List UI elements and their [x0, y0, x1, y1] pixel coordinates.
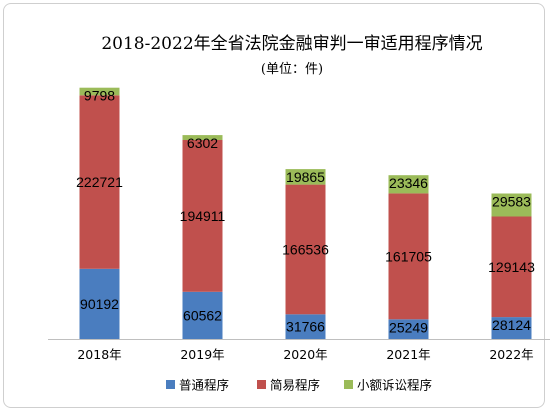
data-label: 161705: [385, 248, 432, 264]
x-tick-label: 2020年: [283, 347, 327, 362]
data-label: 31766: [286, 319, 325, 335]
data-label: 166536: [282, 241, 329, 257]
legend-swatch: [344, 380, 353, 389]
bar-segment-2022年-简易程序: [491, 216, 532, 318]
bar-segment-2020年-简易程序: [285, 184, 326, 315]
data-label: 129143: [488, 259, 535, 275]
data-label: 194911: [180, 208, 226, 224]
bar-segment-2021年-简易程序: [388, 193, 429, 320]
bar-segment-2020年-小额诉讼程序: [285, 169, 326, 185]
data-label: 23346: [389, 175, 428, 191]
chart-subtitle: (单位：件): [261, 62, 323, 77]
bars-layer: 90192 222721 9798 60562 194911 6302 31766 16653…: [76, 87, 535, 339]
data-label: 29583: [492, 194, 531, 210]
legend-label: 普通程序: [179, 378, 229, 393]
bar-segment-2020年-普通程序: [285, 314, 326, 339]
bar-segment-2018年-小额诉讼程序: [79, 87, 120, 96]
legend-swatch: [166, 380, 175, 389]
data-label: 90192: [80, 296, 119, 312]
legend-swatch: [257, 380, 266, 389]
data-label: 9798: [84, 88, 115, 104]
bar-segment-2018年-普通程序: [79, 268, 120, 339]
data-label: 6302: [187, 135, 218, 151]
bar-segment-2022年-普通程序: [491, 317, 532, 339]
x-tick-labels: 2018年 2019年 2020年 2021年 2022年: [77, 347, 533, 362]
legend-label: 小额诉讼程序: [357, 378, 432, 393]
data-label: 60562: [183, 307, 222, 323]
bar-segment-2019年-简易程序: [182, 140, 223, 292]
data-label: 222721: [76, 174, 123, 190]
legend: 普通程序 简易程序 小额诉讼程序: [166, 378, 432, 393]
data-label: 28124: [492, 317, 531, 333]
x-tick-label: 2021年: [386, 347, 430, 362]
data-label: 25249: [389, 319, 428, 335]
x-tick-label: 2022年: [489, 347, 533, 362]
x-tick-label: 2018年: [77, 347, 121, 362]
chart-title: 2018-2022年全省法院金融审判一审适用程序情况: [101, 34, 482, 54]
x-tick-label: 2019年: [180, 347, 224, 362]
bar-segment-2021年-小额诉讼程序: [388, 175, 429, 194]
bar-segment-2022年-小额诉讼程序: [491, 193, 532, 217]
bar-segment-2019年-小额诉讼程序: [182, 135, 223, 140]
bar-segment-2018年-简易程序: [79, 95, 120, 269]
legend-label: 简易程序: [270, 378, 320, 393]
data-label: 19865: [286, 169, 325, 185]
bar-segment-2021年-普通程序: [388, 319, 429, 339]
bar-segment-2019年-普通程序: [182, 291, 223, 339]
